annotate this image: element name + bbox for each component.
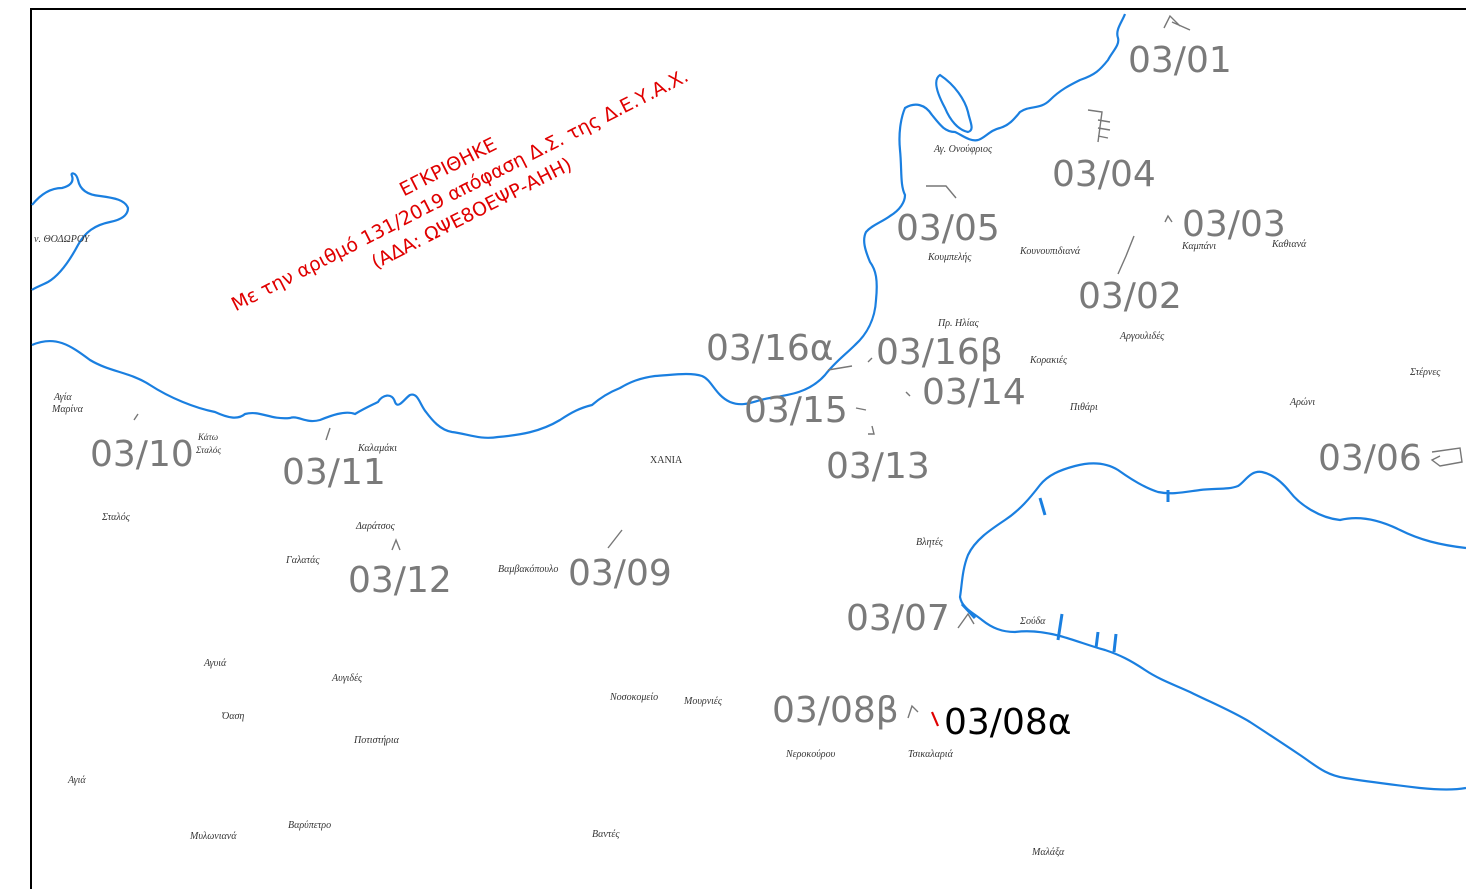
code-03-02: 03/02: [1078, 276, 1182, 317]
place-nerokouros: Νεροκούρου: [785, 749, 836, 760]
place-daratsos: Δαράτσος: [355, 521, 396, 532]
place-vamvakopoulo: Βαμβακόπουλο: [498, 564, 558, 575]
code-03-16b: 03/16β: [876, 332, 1003, 373]
code-03-15: 03/15: [744, 390, 848, 431]
place-names: Αγ. Ονούφριος ν. ΘΟΔΩΡΟΥ Κουμπελής Κουνο…: [34, 144, 1441, 858]
code-03-05: 03/05: [896, 208, 1000, 249]
place-chania: ΧΑΝΙΑ: [650, 455, 683, 466]
place-nosokomeio: Νοσοκομείο: [609, 692, 658, 703]
place-malaxa: Μαλάξα: [1031, 847, 1065, 858]
place-vantes: Βαντές: [592, 829, 620, 840]
place-agia: Αγιά: [67, 775, 86, 786]
place-kounoupidiana: Κουνουπιδιανά: [1019, 246, 1081, 257]
place-kato: Κάτω: [197, 432, 218, 442]
place-mylonianá: Μυλωνιανά: [189, 831, 237, 842]
place-varypetro: Βαρύπετρο: [288, 820, 331, 831]
code-03-08a: 03/08α: [944, 702, 1071, 743]
code-03-12: 03/12: [348, 560, 452, 601]
coastline-souda-bay: [958, 462, 1466, 791]
place-mournies: Μουρνιές: [683, 696, 723, 707]
place-stalos: Σταλός: [101, 512, 131, 523]
code-03-08b: 03/08β: [772, 690, 899, 731]
coastline-northwest: [31, 13, 1127, 439]
place-ag-onoufrios: Αγ. Ονούφριος: [933, 144, 993, 155]
place-kampani: Καμπάνι: [1181, 241, 1216, 252]
code-03-13: 03/13: [826, 446, 930, 487]
place-agia-marina-2: Μαρίνα: [51, 404, 84, 415]
place-korakies: Κορακιές: [1029, 355, 1068, 366]
place-stalos-kato: Σταλός: [195, 445, 221, 455]
approval-stamp: ΕΓΚΡΙΘΗΚΕ Με την αριθμό 131/2019 απόφαση…: [228, 65, 692, 316]
place-agia-marina-1: Αγία: [53, 392, 72, 403]
place-potistiria: Ποτιστήρια: [353, 735, 400, 746]
code-03-16a: 03/16α: [706, 328, 833, 369]
place-oasi: Όαση: [222, 711, 244, 722]
site-marks: [133, 14, 1463, 719]
site-codes: 03/01 03/04 03/03 03/05 03/02 03/16α 03/…: [90, 40, 1422, 743]
code-03-07: 03/07: [846, 598, 950, 639]
place-agyia: Αγυιά: [203, 658, 227, 669]
place-sternes: Στέρνες: [1409, 367, 1441, 378]
place-souda: Σούδα: [1019, 616, 1046, 627]
code-03-11: 03/11: [282, 452, 386, 493]
place-kathiana: Καθιανά: [1271, 239, 1307, 250]
place-kalamaki: Καλαμάκι: [357, 443, 397, 454]
code-03-09: 03/09: [568, 553, 672, 594]
code-03-01: 03/01: [1128, 40, 1232, 81]
code-03-14: 03/14: [922, 372, 1026, 413]
island-peninsula: [935, 73, 973, 134]
code-03-06: 03/06: [1318, 438, 1422, 479]
place-aroni: Αρώνι: [1289, 397, 1315, 408]
place-avgides: Αυγιδές: [331, 673, 363, 684]
place-galatas: Γαλατάς: [285, 555, 320, 566]
place-pithari: Πιθάρι: [1069, 402, 1098, 413]
map-frame: [30, 8, 1466, 889]
code-03-04: 03/04: [1052, 154, 1156, 195]
place-n-theodorou: ν. ΘΟΔΩΡΟΥ: [34, 234, 91, 245]
coastline-theodorou: [31, 172, 130, 291]
approval-decision: Με την αριθμό 131/2019 απόφαση Δ.Σ. της …: [228, 65, 692, 316]
code-03-03: 03/03: [1182, 204, 1286, 245]
place-vlites: Βλητές: [916, 537, 944, 548]
highlight-marker-0308a: [930, 711, 940, 727]
place-argoulides: Αργουλιδές: [1119, 331, 1165, 342]
pier-markers: [960, 490, 1170, 653]
place-koumpelis: Κουμπελής: [927, 252, 972, 263]
place-tsikalaria: Τσικαλαριά: [908, 749, 954, 760]
code-03-10: 03/10: [90, 434, 194, 475]
place-pr-ilias: Πρ. Ηλίας: [937, 318, 980, 329]
